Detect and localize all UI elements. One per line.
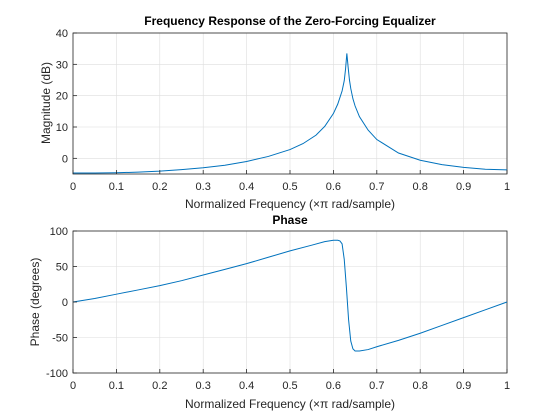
- magnitude-xtick-label: 0.1: [109, 181, 124, 193]
- phase-xtick-label: 0.2: [152, 380, 167, 392]
- magnitude-yticks: 0 10 20 30 40: [56, 28, 77, 165]
- phase-ytick-label: 50: [56, 262, 68, 274]
- phase-yticks: -100 -50 0 50 100: [46, 226, 77, 380]
- magnitude-xtick-label: 0.7: [369, 181, 384, 193]
- phase-xlabel: Normalized Frequency (×π rad/sample): [185, 397, 395, 411]
- phase-xtick-label: 0.8: [413, 380, 428, 392]
- magnitude-xtick-label: 0.3: [196, 181, 211, 193]
- phase-ytick-label: -50: [52, 333, 68, 345]
- phase-xticks: 0 0.1 0.2 0.3 0.4 0.5 0.6 0.7 0.8 0.9 1: [70, 369, 510, 392]
- phase-xtick-label: 0.3: [196, 380, 211, 392]
- magnitude-xtick-label: 1: [504, 181, 510, 193]
- phase-xtick-label: 0.7: [369, 380, 384, 392]
- magnitude-ytick-label: 20: [56, 91, 68, 103]
- magnitude-ytick-label: 30: [56, 59, 68, 71]
- magnitude-xtick-label: 0.4: [239, 181, 254, 193]
- phase-line: [72, 239, 508, 352]
- magnitude-xtick-label: 0.5: [282, 181, 297, 193]
- phase-plot: 0 0.1 0.2 0.3 0.4 0.5 0.6 0.7 0.8 0.9 1 -100 -50 0 50…: [28, 213, 510, 411]
- phase-ytick-label: 0: [62, 297, 68, 309]
- magnitude-ytick-label: 10: [56, 122, 68, 134]
- magnitude-ylabel: Magnitude (dB): [39, 62, 53, 144]
- phase-ytick-label: 100: [50, 226, 68, 238]
- magnitude-xticks: 0 0.1 0.2 0.3 0.4 0.5 0.6 0.7 0.8 0.9 1: [70, 170, 510, 193]
- phase-ytick-label: -100: [46, 368, 68, 380]
- magnitude-xtick-label: 0: [70, 181, 76, 193]
- phase-xtick-label: 0.6: [326, 380, 341, 392]
- phase-ylabel: Phase (degrees): [28, 258, 42, 347]
- phase-xtick-label: 0.5: [282, 380, 297, 392]
- phase-title: Phase: [272, 213, 308, 227]
- magnitude-title: Frequency Response of the Zero-Forcing E…: [144, 14, 436, 28]
- phase-xtick-label: 0.4: [239, 380, 254, 392]
- phase-xtick-label: 1: [504, 380, 510, 392]
- magnitude-xtick-label: 0.9: [456, 181, 471, 193]
- phase-xtick-label: 0.9: [456, 380, 471, 392]
- magnitude-xlabel: Normalized Frequency (×π rad/sample): [185, 197, 395, 211]
- magnitude-ytick-label: 0: [62, 153, 68, 165]
- magnitude-plot: 0 0.1 0.2 0.3 0.4 0.5 0.6 0.7 0.8 0.9 1 010203040 …: [39, 14, 510, 211]
- magnitude-xtick-label: 0.2: [152, 181, 167, 193]
- phase-xtick-label: 0: [70, 380, 76, 392]
- magnitude-xtick-label: 0.8: [413, 181, 428, 193]
- phase-xtick-label: 0.1: [109, 380, 124, 392]
- magnitude-line: [73, 53, 508, 174]
- magnitude-ytick-label: 40: [56, 28, 68, 40]
- magnitude-xtick-label: 0.6: [326, 181, 341, 193]
